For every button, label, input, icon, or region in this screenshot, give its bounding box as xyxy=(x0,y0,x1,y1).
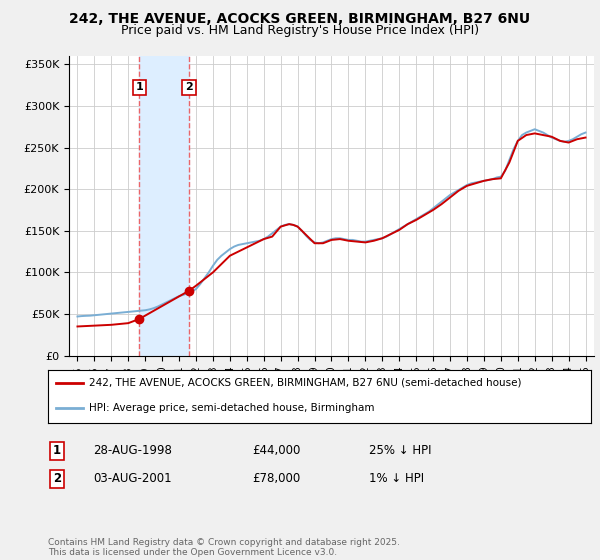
Text: £44,000: £44,000 xyxy=(252,444,301,458)
Text: 25% ↓ HPI: 25% ↓ HPI xyxy=(369,444,431,458)
Text: HPI: Average price, semi-detached house, Birmingham: HPI: Average price, semi-detached house,… xyxy=(89,403,374,413)
Text: 03-AUG-2001: 03-AUG-2001 xyxy=(93,472,172,486)
Text: Contains HM Land Registry data © Crown copyright and database right 2025.
This d: Contains HM Land Registry data © Crown c… xyxy=(48,538,400,557)
Bar xyxy=(139,56,189,356)
Text: 2: 2 xyxy=(185,82,193,92)
Text: £78,000: £78,000 xyxy=(252,472,300,486)
Text: 1: 1 xyxy=(53,444,61,458)
Text: 242, THE AVENUE, ACOCKS GREEN, BIRMINGHAM, B27 6NU: 242, THE AVENUE, ACOCKS GREEN, BIRMINGHA… xyxy=(70,12,530,26)
Text: 1% ↓ HPI: 1% ↓ HPI xyxy=(369,472,424,486)
Text: 2: 2 xyxy=(53,472,61,486)
Text: 1: 1 xyxy=(136,82,143,92)
Text: 242, THE AVENUE, ACOCKS GREEN, BIRMINGHAM, B27 6NU (semi-detached house): 242, THE AVENUE, ACOCKS GREEN, BIRMINGHA… xyxy=(89,378,521,388)
Text: Price paid vs. HM Land Registry's House Price Index (HPI): Price paid vs. HM Land Registry's House … xyxy=(121,24,479,36)
Text: 28-AUG-1998: 28-AUG-1998 xyxy=(93,444,172,458)
